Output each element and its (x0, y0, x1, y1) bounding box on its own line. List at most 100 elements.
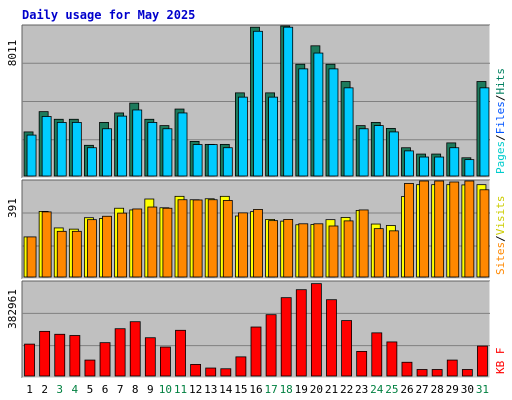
bar-files (298, 68, 309, 177)
bar-kbytes (114, 328, 126, 377)
bar-sites (404, 183, 414, 278)
x-tick-label: 29 (446, 383, 459, 396)
bar-kbytes (416, 369, 428, 377)
bar-sites (298, 223, 309, 278)
bar-files (87, 147, 97, 177)
bar-files (132, 109, 143, 177)
bar-kbytes (310, 283, 322, 377)
bar-kbytes (431, 369, 443, 377)
x-tick-label: 21 (325, 383, 338, 396)
legend-separator: / (494, 95, 507, 102)
bar-sites (373, 228, 384, 278)
x-tick-label: 17 (264, 383, 277, 396)
bar-sites (222, 200, 233, 278)
bar-sites (479, 189, 490, 278)
x-tick-label: 13 (204, 383, 217, 396)
x-tick-label: 2 (41, 383, 48, 396)
x-tick-label: 22 (340, 383, 353, 396)
bar-files (147, 122, 158, 177)
bar-files (419, 156, 429, 177)
x-tick-label: 12 (189, 383, 202, 396)
x-tick-label: 25 (385, 383, 398, 396)
x-tick-label: 8 (132, 383, 139, 396)
bar-kbytes (39, 330, 51, 377)
bar-files (41, 116, 52, 177)
panel-2: 391 Sites/Visits (6, 179, 507, 280)
bar-kbytes (69, 335, 81, 377)
x-tick-label: 4 (72, 383, 79, 396)
chart-title: Daily usage for May 2025 (22, 8, 195, 22)
bar-sites (449, 181, 460, 278)
bar-sites (26, 236, 37, 278)
bar-files (162, 128, 173, 177)
bar-files (177, 112, 188, 177)
bar-files (222, 147, 233, 177)
bar-files (358, 128, 369, 177)
bar-files (192, 144, 203, 177)
bar-kbytes (129, 321, 141, 377)
bar-sites (358, 209, 369, 278)
bar-kbytes (477, 345, 488, 377)
bar-files (102, 128, 112, 177)
bar-kbytes (295, 289, 307, 377)
legend-separator: / (494, 134, 507, 141)
bar-kbytes (341, 320, 352, 377)
bar-files (388, 131, 399, 177)
bar-files (479, 87, 490, 177)
x-axis-day-labels: 1 2 3 4 5 6 7 8 9 10 11 12 13 14 15 16 17 18 19 20 21 22 23 24 2… (26, 383, 489, 396)
bar-sites (102, 215, 112, 278)
bar-kbytes (280, 297, 292, 377)
bar-sites (283, 219, 294, 278)
legend-separator: / (494, 235, 507, 242)
bar-sites (117, 212, 128, 278)
x-tick-label: 16 (249, 383, 262, 396)
bar-sites (464, 180, 475, 278)
bar-sites (313, 223, 324, 278)
x-tick-label: 11 (174, 383, 187, 396)
x-tick-label: 27 (415, 383, 428, 396)
x-tick-label: 30 (461, 383, 474, 396)
x-tick-label: 10 (159, 383, 172, 396)
bar-kbytes (160, 346, 171, 377)
bar-kbytes (326, 299, 337, 377)
x-tick-label: 3 (56, 383, 63, 396)
bar-sites (192, 199, 203, 278)
y-max-label: 391 (6, 198, 19, 218)
bar-files (26, 134, 37, 177)
bar-kbytes (175, 329, 186, 377)
bar-kbytes (446, 359, 458, 377)
bar-files (56, 122, 67, 177)
x-tick-label: 6 (102, 383, 109, 396)
bar-files (343, 87, 354, 177)
x-tick-label: 28 (431, 383, 444, 396)
bar-kbytes (250, 326, 262, 377)
legend-item-hits: Hits (494, 68, 507, 95)
bar-files (434, 156, 445, 177)
x-tick-label: 1 (26, 383, 33, 396)
bar-kbytes (144, 337, 156, 377)
bar-sites (238, 212, 248, 278)
bar-sites (41, 211, 52, 278)
bar-files (313, 52, 324, 177)
chart-panels: 8011Pages/Files/Hits391Sites/Visits38296… (6, 24, 507, 379)
bar-sites (328, 225, 339, 278)
bar-kbytes (190, 364, 202, 377)
bar-sites (207, 199, 218, 278)
bar-files (71, 122, 82, 177)
bar-files (253, 30, 263, 177)
series-files (26, 26, 490, 177)
bar-sites (162, 207, 173, 278)
bar-sites (268, 220, 278, 278)
series-kbytes (24, 283, 488, 377)
bar-files (283, 26, 294, 177)
bar-kbytes (461, 369, 473, 377)
bar-files (207, 144, 218, 177)
y-max-label: 8011 (6, 40, 19, 67)
x-tick-label: 15 (234, 383, 247, 396)
x-tick-label: 23 (355, 383, 368, 396)
bar-sites (253, 209, 263, 278)
bar-files (449, 147, 460, 177)
x-tick-label: 9 (147, 383, 154, 396)
